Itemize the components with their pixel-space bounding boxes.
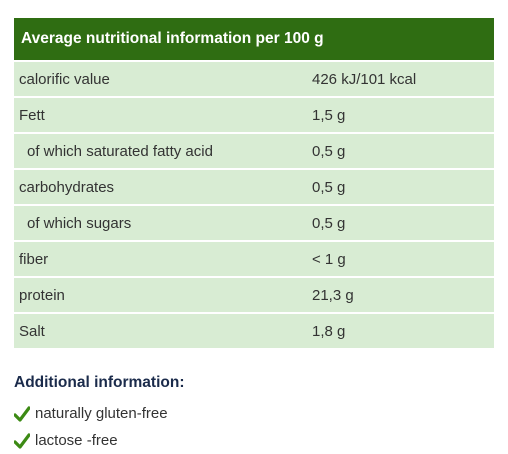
row: fiber < 1 g (14, 240, 494, 277)
label: of which sugars (14, 204, 306, 241)
label: fiber (14, 240, 306, 277)
value: 21,3 g (306, 276, 494, 313)
row: protein 21,3 g (14, 276, 494, 313)
row: Fett 1,5 g (14, 96, 494, 133)
header-row: Average nutritional information per 100 … (14, 18, 494, 61)
value: 426 kJ/101 kcal (306, 60, 494, 97)
value: 0,5 g (306, 168, 494, 205)
label: Fett (14, 96, 306, 133)
value: 0,5 g (306, 204, 494, 241)
nutrition-table: Average nutritional information per 100 … (14, 18, 494, 348)
feature-text: lactose -free (35, 432, 118, 449)
value: < 1 g (306, 240, 494, 277)
label: Salt (14, 312, 306, 348)
feature-text: naturally gluten-free (35, 405, 168, 422)
value: 0,5 g (306, 132, 494, 169)
row: Salt 1,8 g (14, 312, 494, 348)
label: carbohydrates (14, 168, 306, 205)
feature-item: naturally gluten-free (14, 400, 184, 427)
label: protein (14, 276, 306, 313)
check-icon (14, 405, 30, 422)
label: of which saturated fatty acid (14, 132, 306, 169)
row: of which sugars 0,5 g (14, 204, 494, 241)
value: 1,5 g (306, 96, 494, 133)
row: calorific value 426 kJ/101 kcal (14, 60, 494, 97)
table-title: Average nutritional information per 100 … (14, 18, 494, 61)
feature-item: lactose -free (14, 427, 184, 454)
label: calorific value (14, 60, 306, 97)
row: of which saturated fatty acid 0,5 g (14, 132, 494, 169)
check-icon (14, 432, 30, 449)
additional-info: Additional information: naturally gluten… (14, 374, 184, 454)
additional-title: Additional information: (14, 374, 185, 391)
value: 1,8 g (306, 312, 494, 348)
row: carbohydrates 0,5 g (14, 168, 494, 205)
